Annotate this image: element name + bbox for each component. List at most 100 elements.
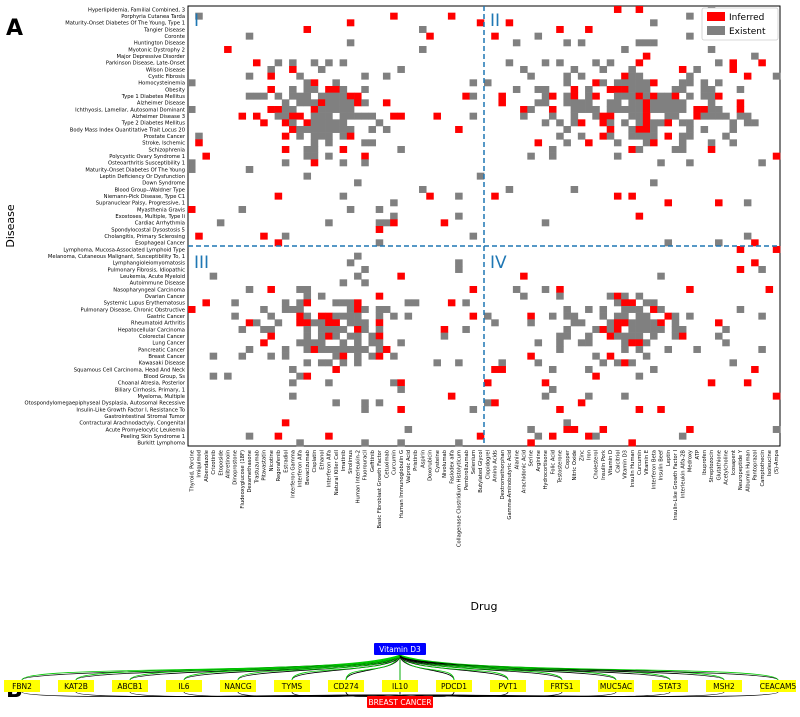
inferred-cell [375, 332, 384, 340]
existent-cell [325, 219, 333, 227]
inferred-cell [715, 92, 723, 100]
existent-cell [310, 139, 319, 147]
gene-node-label: PDCD1 [441, 682, 467, 691]
inferred-cell [570, 86, 579, 93]
drug-label: Ibuprofen [702, 450, 708, 475]
existent-cell [657, 306, 665, 313]
inferred-cell [585, 26, 593, 33]
inferred-cell [570, 92, 579, 100]
gene-node-label: TYMS [281, 682, 303, 691]
existent-cell [260, 306, 268, 313]
heatmap-cells [188, 6, 781, 447]
existent-cell [520, 292, 528, 300]
existent-cell [671, 319, 680, 327]
existent-cell [310, 152, 319, 160]
existent-cell [289, 379, 297, 387]
existent-cell [505, 59, 514, 67]
inferred-cell [303, 319, 312, 327]
existent-cell [585, 86, 593, 93]
existent-cell [296, 306, 304, 313]
existent-cell [317, 132, 326, 140]
existent-cell [339, 132, 348, 140]
existent-cell [541, 92, 550, 100]
drug-label: Cisplatin [312, 450, 318, 472]
drug-label: Curcumin [392, 450, 398, 475]
inferred-cell [484, 379, 492, 387]
inferred-cell [274, 239, 283, 247]
existent-cell [354, 332, 362, 340]
drug-label: Vitamin E [644, 450, 650, 475]
existent-cell [628, 332, 636, 340]
edge-top-gene [399, 654, 509, 681]
existent-cell [375, 312, 384, 320]
existent-cell [332, 346, 340, 353]
existent-cell [346, 332, 355, 340]
existent-cell [281, 306, 290, 313]
existent-cell [476, 172, 485, 180]
inferred-cell [310, 159, 319, 167]
vitamin-d3-node-box [374, 643, 426, 655]
existent-cell [346, 99, 355, 107]
existent-cell [382, 219, 391, 227]
gene-node-nancg: NANCG [220, 680, 256, 692]
inferred-cell [520, 106, 528, 113]
existent-cell [686, 119, 694, 127]
existent-cell [224, 372, 232, 380]
gene-node-cd274: CD274 [328, 680, 364, 692]
disease-label: Burkitt Lymphoma [137, 441, 185, 447]
existent-cell [346, 259, 355, 267]
existent-cell [527, 106, 535, 113]
existent-cell [310, 126, 319, 133]
existent-cell [339, 326, 348, 333]
inferred-cell [447, 12, 456, 20]
existent-cell [245, 72, 254, 80]
existent-cell [209, 372, 218, 380]
gene-node-label: IL6 [178, 682, 189, 691]
existent-cell [332, 299, 340, 307]
existent-cell [548, 146, 557, 153]
disease-label: Leukemia, Acute Myeloid [120, 274, 185, 280]
inferred-cell [354, 299, 362, 307]
breast-cancer-node: BREAST CANCER [367, 696, 433, 708]
gene-node-box [4, 680, 40, 692]
existent-cell [686, 312, 694, 320]
existent-cell [570, 186, 579, 193]
inferred-cell [599, 119, 608, 127]
gene-node-pvt1: PVT1 [490, 680, 526, 692]
drug-label: ATP [695, 450, 701, 459]
existent-cell [541, 286, 550, 293]
existent-cell [556, 332, 564, 340]
existent-cell [671, 312, 680, 320]
existent-cell [339, 299, 348, 307]
disease-label: Prostate Cancer [144, 134, 186, 140]
existent-cell [650, 326, 658, 333]
gene-node-box [274, 680, 310, 692]
gene-node-stat3: STAT3 [652, 680, 688, 692]
existent-cell [267, 326, 275, 333]
drug-label: Gamma-Aminobutyric Acid [507, 450, 513, 520]
disease-label: Blood Group, Ss [144, 374, 186, 380]
existent-cell [635, 112, 644, 120]
inferred-cell [281, 419, 290, 427]
existent-cell [577, 39, 586, 47]
edge-top-gene [345, 654, 401, 681]
existent-cell [657, 326, 665, 333]
existent-cell [361, 99, 369, 107]
existent-cell [332, 119, 340, 127]
disease-label: Body Mass Index Quantitative Trait Locus… [70, 127, 185, 133]
existent-cell [252, 319, 261, 327]
inferred-cell [657, 319, 665, 327]
existent-cell [686, 79, 694, 87]
inferred-cell [310, 106, 319, 113]
y-axis-title: Disease [4, 204, 17, 247]
disease-label: Breast Cancer [148, 354, 185, 360]
drug-label: Dextromethorphan [500, 450, 506, 499]
existent-cell [296, 286, 304, 293]
disease-label: Gastric Cancer [147, 314, 186, 320]
existent-cell [635, 132, 644, 140]
edge-top-gene [291, 654, 401, 681]
existent-cell [346, 126, 355, 133]
existent-cell [548, 386, 557, 393]
existent-cell [188, 106, 196, 113]
existent-cell [354, 339, 362, 347]
